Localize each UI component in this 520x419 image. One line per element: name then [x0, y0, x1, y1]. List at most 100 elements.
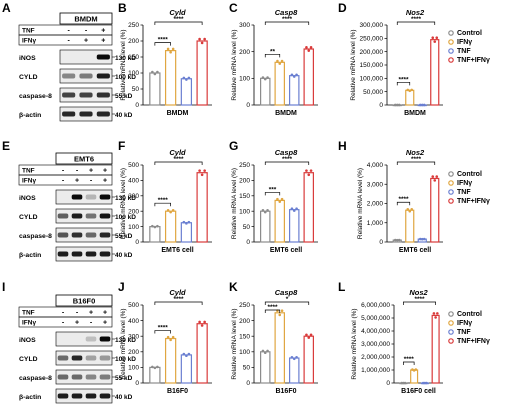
- panel-letter-c: C: [229, 1, 238, 15]
- bar: [274, 312, 285, 384]
- protein-band: [57, 355, 69, 361]
- bar: [260, 351, 271, 384]
- band-kd-marker: 130 kD: [115, 337, 136, 344]
- replicate-point: [422, 103, 426, 107]
- significance-bracket: [264, 309, 281, 313]
- bar: [303, 172, 314, 243]
- replicate-point: [433, 40, 437, 43]
- bar: [303, 48, 314, 106]
- legend-marker: [448, 189, 454, 195]
- replicate-point: [418, 103, 422, 107]
- chart-title: Cyld: [169, 148, 186, 157]
- replicate-point: [156, 365, 159, 369]
- legend-label: IFNγ: [457, 320, 472, 327]
- significance-bracket: [396, 21, 436, 25]
- protein-band: [71, 251, 83, 257]
- y-tick-label: 2,000: [367, 201, 384, 208]
- legend-label: TNF+IFNγ: [457, 57, 490, 64]
- significance-bracket: [403, 301, 436, 305]
- legend-marker: [448, 48, 454, 54]
- legend-label: TNF: [457, 189, 471, 196]
- replicate-point: [151, 224, 154, 228]
- replicate-point: [305, 169, 308, 172]
- replicate-point: [261, 349, 265, 353]
- treatment-mark: -: [62, 178, 65, 185]
- treatment-row-box: [18, 316, 113, 328]
- replicate-point: [295, 207, 298, 210]
- bar: [260, 210, 271, 243]
- blot-header-box: [55, 294, 113, 307]
- treatment-mark: +: [103, 310, 107, 317]
- protein-band: [57, 232, 69, 238]
- bar: [196, 172, 208, 243]
- significance-label: ****: [267, 304, 278, 311]
- y-axis-label: Relative mRNA level (%): [351, 308, 358, 379]
- treatment-mark: -: [76, 168, 79, 175]
- protein-band: [71, 393, 83, 399]
- replicate-point: [420, 103, 424, 107]
- replicate-point: [305, 46, 308, 49]
- panel-letter-i: I: [2, 280, 5, 294]
- y-tick-label: 100: [128, 365, 139, 372]
- panel-letter-k: K: [229, 280, 238, 294]
- y-tick-label: 50,000: [363, 89, 383, 96]
- band-kd-marker: 55 kD: [115, 93, 133, 100]
- y-tick-label: 3,000: [367, 181, 384, 188]
- replicate-point: [307, 49, 311, 52]
- replicate-point: [187, 352, 191, 356]
- y-tick-label: 0: [246, 239, 250, 246]
- replicate-point: [393, 238, 397, 242]
- y-tick-label: 200: [128, 208, 139, 215]
- y-tick-label: 150: [128, 54, 139, 61]
- significance-label: ****: [414, 296, 425, 303]
- replicate-point: [203, 320, 206, 324]
- band-kd-marker: 100 kD: [115, 214, 136, 221]
- treatment-mark: +: [103, 320, 107, 327]
- replicate-point: [280, 197, 284, 201]
- replicate-point: [436, 312, 439, 315]
- significance-bracket: [264, 161, 310, 165]
- significance-label: ****: [173, 296, 184, 303]
- band-kd-marker: 55 kD: [115, 233, 133, 240]
- replicate-point: [292, 75, 296, 78]
- y-tick-label: 200: [239, 178, 250, 185]
- x-axis-label: B16F0 cell: [401, 388, 436, 395]
- significance-label: ***: [269, 186, 277, 193]
- y-tick-label: 0: [246, 380, 250, 387]
- bar: [149, 72, 161, 106]
- legend: Control IFNγ TNF TNF+IFNγ: [448, 171, 490, 205]
- replicate-point: [280, 59, 284, 63]
- replicate-point: [295, 73, 298, 77]
- treatment-mark: -: [85, 28, 88, 35]
- x-axis-label: BMDM: [404, 110, 426, 117]
- replicate-point: [166, 208, 170, 212]
- bar: [164, 337, 177, 384]
- replicate-point: [307, 173, 311, 177]
- chart-title: Casp8: [275, 148, 298, 157]
- legend-label: Control: [457, 171, 482, 178]
- replicate-point: [166, 47, 170, 51]
- legend-label: IFNγ: [457, 39, 472, 46]
- band-label: caspase-8: [19, 233, 52, 240]
- protein-band: [57, 213, 69, 219]
- y-tick-label: 150,000: [360, 62, 384, 69]
- replicate-point: [309, 46, 313, 49]
- replicate-point: [182, 220, 186, 224]
- significance-label: *: [286, 296, 289, 303]
- replicate-point: [290, 73, 294, 77]
- y-tick-label: 500: [128, 302, 139, 309]
- replicate-point: [397, 238, 401, 242]
- replicate-point: [292, 209, 296, 212]
- x-axis-label: EMT6 cell: [161, 247, 193, 254]
- panel-letter-d: D: [338, 1, 347, 15]
- bar: [149, 366, 161, 384]
- x-axis-label: BMDM: [167, 110, 189, 117]
- treatment-label: IFNγ: [22, 38, 36, 45]
- y-tick-label: 0: [379, 102, 383, 109]
- bar: [180, 78, 193, 106]
- replicate-point: [182, 352, 186, 356]
- replicate-point: [153, 72, 157, 76]
- legend-label: Control: [457, 30, 482, 37]
